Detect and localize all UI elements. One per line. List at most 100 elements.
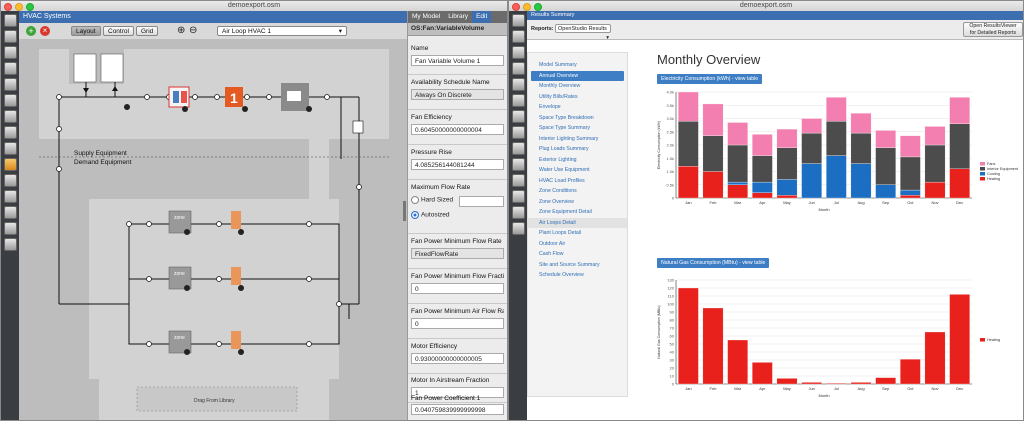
bar-fans-may[interactable]	[776, 128, 798, 148]
bar-heating-feb[interactable]	[702, 307, 724, 385]
bar-fans-mar[interactable]	[727, 122, 748, 146]
bar-cooling-aug[interactable]	[850, 163, 872, 199]
bar-interior-equipment-aug[interactable]	[850, 132, 872, 164]
bar-heating-oct[interactable]	[900, 195, 921, 199]
results-nav-item-annual-overview[interactable]: Annual Overview	[531, 70, 624, 81]
zone-row-3[interactable]: zone	[168, 330, 244, 355]
bar-interior-equipment-mar[interactable]	[727, 144, 748, 183]
output-variables-tab-icon[interactable]	[4, 174, 17, 187]
schedules-tab-icon[interactable]	[4, 30, 17, 43]
bar-fans-nov[interactable]	[924, 126, 946, 146]
bar-heating-sep[interactable]	[875, 377, 896, 385]
bar-heating-mar[interactable]	[727, 184, 748, 199]
minimize-window-button[interactable]	[15, 3, 23, 11]
measures-tab-icon[interactable]	[512, 206, 525, 219]
add-object-icon[interactable]: +	[26, 26, 36, 36]
zoom-window-button[interactable]	[534, 3, 542, 11]
bar-cooling-oct[interactable]	[900, 189, 921, 196]
bar-fans-oct[interactable]	[900, 135, 921, 158]
thermal-zones-tab-icon[interactable]	[512, 142, 525, 155]
bar-interior-equipment-nov[interactable]	[924, 144, 946, 183]
results-nav-item-exterior-lighting[interactable]: Exterior Lighting	[539, 156, 577, 163]
bar-interior-equipment-apr[interactable]	[752, 155, 773, 183]
thermal-zones-tab-icon[interactable]	[4, 142, 17, 155]
bar-fans-dec[interactable]	[949, 97, 970, 124]
bar-heating-jan[interactable]	[678, 287, 699, 385]
zoom-out-icon[interactable]: ⊖	[189, 25, 198, 36]
output-variables-tab-icon[interactable]	[512, 174, 525, 187]
results-nav-item-site-and-source-summary[interactable]: Site and Source Summary	[539, 261, 600, 268]
drag-drop-zone[interactable]	[136, 386, 298, 412]
results-nav-item-zone-overview[interactable]: Zone Overview	[539, 198, 574, 205]
constructions-tab-icon[interactable]	[512, 46, 525, 59]
remove-object-icon[interactable]: ×	[40, 26, 50, 36]
availability-schedule-dropzone[interactable]: Always On Discrete	[411, 89, 504, 100]
space-types-tab-icon[interactable]	[4, 78, 17, 91]
space-types-tab-icon[interactable]	[512, 78, 525, 91]
bar-fans-feb[interactable]	[702, 103, 724, 136]
bar-cooling-mar[interactable]	[727, 181, 748, 185]
bar-heating-may[interactable]	[776, 378, 798, 385]
site-tab-icon[interactable]	[512, 14, 525, 27]
name-input[interactable]: Fan Variable Volume 1	[411, 55, 504, 66]
bar-interior-equipment-sep[interactable]	[875, 147, 896, 185]
results-nav-item-utility-bills-rates[interactable]: Utility Bills/Rates	[539, 93, 578, 100]
hvac-systems-tab-icon[interactable]	[4, 158, 17, 171]
run-simulation-tab-icon[interactable]	[4, 222, 17, 235]
motor-efficiency-input[interactable]: 0.93000000000000005	[411, 353, 504, 364]
bar-interior-equipment-may[interactable]	[776, 147, 798, 180]
zoom-window-button[interactable]	[26, 3, 34, 11]
loads-tab-icon[interactable]	[512, 62, 525, 75]
geometry-tab-icon[interactable]	[512, 94, 525, 107]
bar-cooling-sep[interactable]	[875, 184, 896, 199]
simulation-settings-tab-icon[interactable]	[512, 190, 525, 203]
air-loop-select[interactable]: Air Loop HVAC 1 ▾	[217, 26, 347, 36]
zone-row-2[interactable]: zone	[168, 266, 244, 291]
fan-efficiency-input[interactable]: 0.60450000000000004	[411, 124, 504, 135]
setpoint-manager-icon[interactable]	[352, 120, 364, 134]
bar-heating-apr[interactable]	[752, 192, 773, 199]
bar-heating-apr[interactable]	[752, 362, 773, 385]
results-nav-item-air-loops-detail[interactable]: Air Loops Detail	[528, 217, 627, 228]
fan-power-coefficient-1-input[interactable]: 0.040759839999999998	[411, 404, 504, 415]
hvac-loop-canvas[interactable]: Supply Equipment Demand Equipment 1	[19, 39, 407, 421]
results-nav-item-plug-loads-summary[interactable]: Plug Loads Summary	[539, 146, 589, 152]
results-nav-item-schedule-overview[interactable]: Schedule Overview	[539, 272, 584, 278]
results-nav-item-water-use-equipment[interactable]: Water Use Equipment	[539, 167, 590, 173]
bar-fans-jul[interactable]	[826, 97, 847, 122]
bar-heating-aug[interactable]	[850, 382, 872, 385]
bar-interior-equipment-jul[interactable]	[826, 121, 847, 156]
bar-interior-equipment-jun[interactable]	[801, 132, 822, 164]
bar-interior-equipment-dec[interactable]	[949, 123, 970, 169]
results-nav-item-space-type-summary[interactable]: Space Type Summary	[539, 125, 590, 131]
bar-heating-nov[interactable]	[924, 331, 946, 385]
bar-heating-may[interactable]	[776, 195, 798, 199]
hard-sized-radio[interactable]	[411, 196, 419, 204]
results-nav-item-zone-equipment-detail[interactable]: Zone Equipment Detail	[539, 209, 592, 215]
constructions-tab-icon[interactable]	[4, 46, 17, 59]
bar-interior-equipment-oct[interactable]	[900, 156, 921, 191]
bar-fans-jun[interactable]	[801, 118, 822, 134]
bar-heating-feb[interactable]	[702, 171, 724, 199]
hvac-systems-tab-icon[interactable]	[512, 158, 525, 171]
bar-heating-dec[interactable]	[949, 168, 970, 199]
bar-heating-mar[interactable]	[727, 339, 748, 385]
panel-splitter-handle[interactable]	[403, 201, 406, 221]
minimize-window-button[interactable]	[523, 3, 531, 11]
results-nav-item-outdoor-air[interactable]: Outdoor Air	[539, 240, 566, 247]
layout-view-button[interactable]: Layout	[71, 26, 101, 36]
results-nav-item-hvac-load-profiles[interactable]: HVAC Load Profiles	[539, 177, 585, 184]
spaces-tab-icon[interactable]	[512, 126, 525, 139]
tab-my-model[interactable]: My Model	[412, 13, 441, 20]
zone-row-1[interactable]: zone	[168, 210, 244, 235]
results-nav-item-plant-loops-detail[interactable]: Plant Loops Detail	[539, 230, 582, 236]
bar-cooling-jul[interactable]	[826, 155, 847, 199]
motor-airstream-fraction-input[interactable]: 1	[411, 387, 504, 398]
tab-library[interactable]: Library	[448, 13, 469, 20]
facility-tab-icon[interactable]	[512, 110, 525, 123]
min-flow-fraction-input[interactable]: 0	[411, 283, 504, 294]
results-nav-item-interior-lighting-summary[interactable]: Interior Lighting Summary	[539, 135, 599, 142]
min-flow-method-select[interactable]: FixedFlowRate	[411, 248, 504, 259]
results-nav-item-cash-flow[interactable]: Cash Flow	[539, 251, 564, 257]
spaces-tab-icon[interactable]	[4, 126, 17, 139]
